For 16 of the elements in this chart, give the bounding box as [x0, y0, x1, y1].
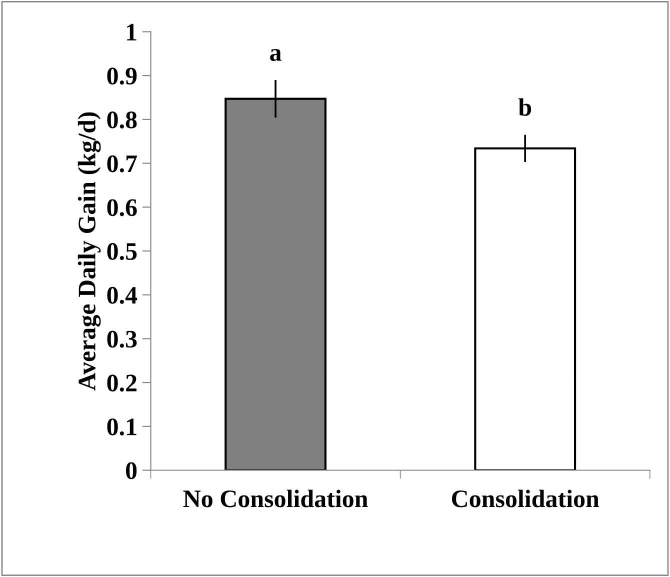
y-tick-label: 0.9 — [107, 68, 137, 85]
y-tick-label: 0.1 — [107, 418, 136, 436]
x-tick-label: Consolidation — [452, 490, 600, 508]
annotation: a — [270, 49, 282, 62]
y-tick-label: 0.7 — [107, 155, 137, 172]
x-tick-label: No Consolidation — [183, 490, 368, 508]
y-tick-label: 0.6 — [107, 199, 137, 216]
y-tick-label: 0.4 — [107, 286, 138, 304]
y-tick-label: 0 — [126, 462, 137, 480]
y-tick-label: 0.8 — [107, 111, 137, 128]
y-tick-label: 0.2 — [107, 374, 136, 392]
y-tick-label: 0.3 — [107, 330, 137, 348]
y-tick-label: 1 — [127, 24, 136, 40]
y-axis-title: Average Daily Gain (kg/d) — [78, 112, 101, 390]
y-tick-label: 0.5 — [107, 243, 137, 260]
annotation: b — [518, 98, 532, 116]
